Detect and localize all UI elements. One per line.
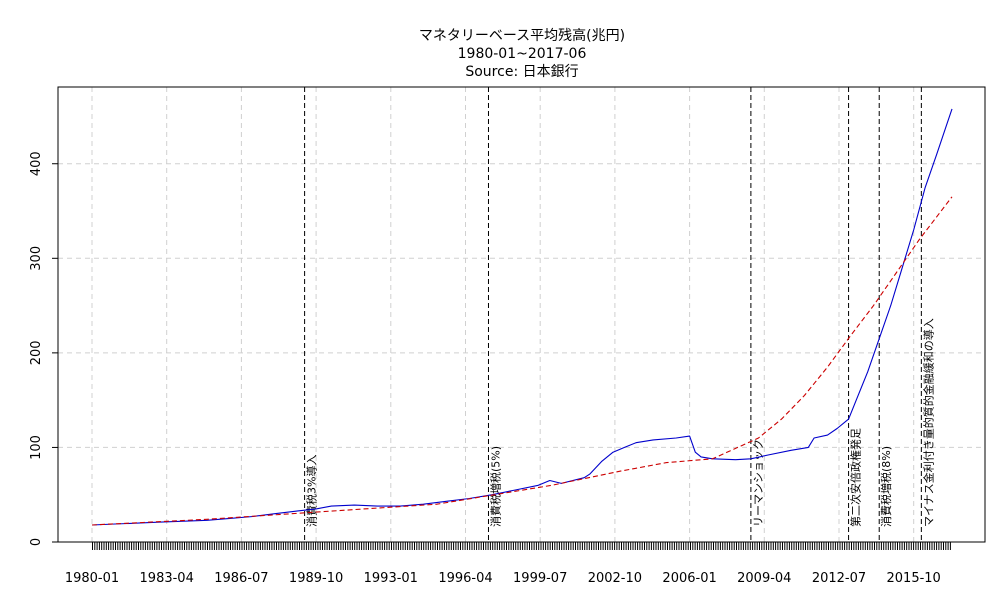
data-line: [91, 108, 953, 526]
x-tick-label: 2012-07: [812, 571, 866, 586]
x-tick-label: 1986-07: [214, 571, 268, 586]
x-tick-label: 2002-10: [588, 571, 642, 586]
event-label: 消費税3%導入: [305, 455, 319, 527]
x-tick-label: 1993-01: [364, 571, 418, 586]
x-tick-label: 1980-01: [65, 571, 119, 586]
x-tick-label: 2009-04: [737, 571, 791, 586]
x-tick-label: 1999-07: [513, 571, 567, 586]
event-label: マイナス金利付き量的質的金融緩和の導入: [921, 318, 935, 527]
x-tick-label: 1983-04: [140, 571, 194, 586]
plot-area: 1980-01 1983-04 1986-07 1989-10 1993-01 1996-…: [29, 86, 986, 586]
x-tick-label: 1996-04: [438, 571, 492, 586]
event-label: リーマンショック: [752, 439, 765, 527]
chart-source: Source: 日本銀行: [465, 64, 578, 80]
y-tick-label: 200: [29, 340, 44, 365]
x-tick-label: 1989-10: [289, 571, 343, 586]
chart-title: マネタリーベース平均残高(兆円): [419, 27, 625, 44]
event-label: 第二次安倍政権発足: [849, 428, 863, 527]
trend-line: [91, 196, 953, 526]
chart-subtitle: 1980-01~2017-06: [458, 46, 587, 62]
plot-frame: [57, 86, 986, 543]
event-label: 消費税増税(5%): [488, 446, 502, 527]
y-tick-label: 300: [29, 246, 44, 271]
event-label: 消費税増税(8%): [879, 446, 893, 527]
y-tick-label: 0: [29, 538, 44, 546]
x-tick-label: 2015-10: [887, 571, 941, 586]
y-tick-label: 100: [29, 435, 44, 460]
x-tick-label: 2006-01: [662, 571, 716, 586]
y-tick-label: 400: [29, 151, 44, 176]
